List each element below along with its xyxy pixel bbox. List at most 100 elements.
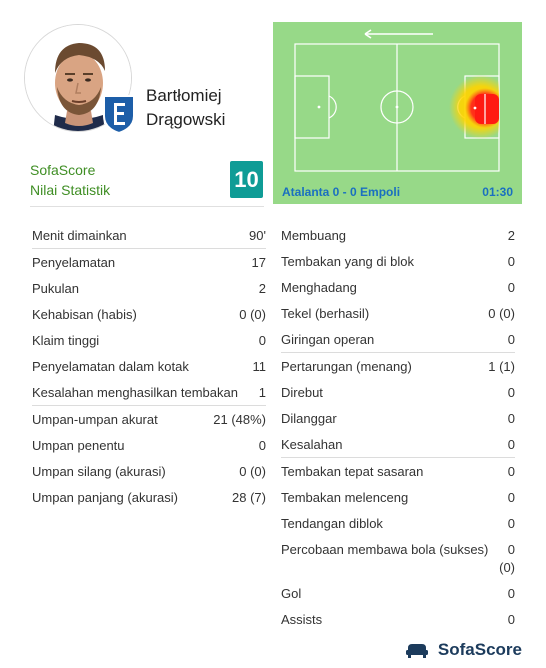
stat-label: Menghadang xyxy=(281,280,357,295)
stat-value: 0 xyxy=(507,385,515,400)
stat-value: 0 xyxy=(507,437,515,452)
stats-group-divider xyxy=(32,405,266,406)
match-time: 01:30 xyxy=(482,185,513,199)
heatmap-card[interactable]: Atalanta 0 - 0 Empoli 01:30 xyxy=(273,22,522,204)
stat-row: Tembakan tepat sasaran 0 xyxy=(281,458,515,484)
stat-value: 0 (0) xyxy=(239,307,266,322)
stat-value: 90' xyxy=(249,228,266,243)
stat-label: Tendangan diblok xyxy=(281,516,383,531)
stat-label: Gol xyxy=(281,586,302,601)
stat-value: 1 (1) xyxy=(488,359,515,374)
stat-label: Percobaan membawa bola (sukses) xyxy=(281,542,489,557)
stat-row: Tembakan melenceng 0 xyxy=(281,484,515,510)
stat-value: 0 xyxy=(507,464,515,479)
player-first-name: Bartłomiej xyxy=(146,86,222,105)
stats-column-left: Menit dimainkan 90' Penyelamatan 17 Pukulan 2… xyxy=(32,222,266,510)
stat-value: 0 xyxy=(507,490,515,505)
stats-group-divider xyxy=(281,352,515,353)
stat-row: Kesalahan 0 xyxy=(281,431,515,457)
stat-label: Umpan-umpan akurat xyxy=(32,412,158,427)
stat-row: Kesalahan menghasilkan tembakan 1 xyxy=(32,379,266,405)
stat-label: Tembakan melenceng xyxy=(281,490,409,505)
stat-row: Umpan panjang (akurasi) 28 (7) xyxy=(32,484,266,510)
stat-value: 0 xyxy=(507,280,515,295)
rating-source-brand: SofaScore xyxy=(30,162,96,178)
player-avatar[interactable] xyxy=(24,24,132,132)
stat-label: Dilanggar xyxy=(281,411,337,426)
stat-value: 28 (7) xyxy=(232,490,266,505)
match-score[interactable]: Atalanta 0 - 0 Empoli xyxy=(282,185,401,199)
stat-row: Klaim tinggi 0 xyxy=(32,327,266,353)
stat-value: 0 (0) xyxy=(239,464,266,479)
club-badge-icon xyxy=(103,95,135,134)
stat-value: 0 (0) xyxy=(488,306,515,321)
stat-row: Membuang 2 xyxy=(281,222,515,248)
stat-label: Pertarungan (menang) xyxy=(281,359,412,374)
stat-label: Kehabisan (habis) xyxy=(32,307,137,322)
stat-value: 0 xyxy=(507,586,515,601)
stat-label: Giringan operan xyxy=(281,332,375,347)
stat-row: Penyelamatan 17 xyxy=(32,249,266,275)
sofascore-logo-icon xyxy=(405,644,428,658)
stat-row: Percobaan membawa bola (sukses) 0 (0) xyxy=(281,536,515,580)
stat-row: Pukulan 2 xyxy=(32,275,266,301)
stat-row: Umpan penentu 0 xyxy=(32,432,266,458)
stat-row: Penyelamatan dalam kotak 11 xyxy=(32,353,266,379)
player-rating-badge: 10 xyxy=(230,161,263,198)
stat-value: 2 xyxy=(258,281,266,296)
stat-row: Dilanggar 0 xyxy=(281,405,515,431)
stat-row: Tembakan yang di blok 0 xyxy=(281,248,515,274)
stat-row: Kehabisan (habis) 0 (0) xyxy=(32,301,266,327)
stat-label: Kesalahan menghasilkan tembakan xyxy=(32,385,238,400)
stat-value: 0 xyxy=(258,333,266,348)
stat-row: Menghadang 0 xyxy=(281,274,515,300)
footer-brand[interactable]: SofaScore xyxy=(405,640,522,660)
stat-label: Umpan penentu xyxy=(32,438,125,453)
stat-label: Tembakan yang di blok xyxy=(281,254,414,269)
stat-label: Tembakan tepat sasaran xyxy=(281,464,424,479)
header-divider xyxy=(30,206,264,207)
player-name: Bartłomiej Drągowski xyxy=(146,84,266,132)
stats-group-divider xyxy=(32,248,266,249)
stat-row: Assists 0 xyxy=(281,606,515,632)
stat-row: Tekel (berhasil) 0 (0) xyxy=(281,300,515,326)
stats-column-right: Membuang 2 Tembakan yang di blok 0 Menghadan… xyxy=(281,222,515,632)
stat-row: Pertarungan (menang) 1 (1) xyxy=(281,353,515,379)
rating-source-label: Nilai Statistik xyxy=(30,182,111,198)
stat-row: Giringan operan 0 xyxy=(281,326,515,352)
stat-label: Kesalahan xyxy=(281,437,343,452)
stat-value: 2 xyxy=(507,228,515,243)
heatmap-pitch xyxy=(294,29,500,172)
stat-row: Gol 0 xyxy=(281,580,515,606)
stat-value: 0 (0) xyxy=(499,542,515,575)
stat-row: Tendangan diblok 0 xyxy=(281,510,515,536)
stat-label: Assists xyxy=(281,612,323,627)
stat-row: Direbut 0 xyxy=(281,379,515,405)
stat-value: 0 xyxy=(258,438,266,453)
heat-zone xyxy=(449,75,499,139)
footer-brand-text: SofaScore xyxy=(437,640,522,659)
stat-label: Menit dimainkan xyxy=(32,228,127,243)
stat-value: 0 xyxy=(507,516,515,531)
stat-label: Umpan panjang (akurasi) xyxy=(32,490,178,505)
stat-value: 0 xyxy=(507,254,515,269)
stat-label: Klaim tinggi xyxy=(32,333,100,348)
stat-row: Umpan-umpan akurat 21 (48%) xyxy=(32,406,266,432)
stats-group-divider xyxy=(281,457,515,458)
stat-label: Pukulan xyxy=(32,281,79,296)
stat-value: 0 xyxy=(507,332,515,347)
player-avatar-container xyxy=(24,24,135,134)
stat-label: Membuang xyxy=(281,228,347,243)
rating-source: SofaScore Nilai Statistik xyxy=(30,160,110,200)
stat-value: 0 xyxy=(507,612,515,627)
player-last-name: Drągowski xyxy=(146,110,226,129)
stat-value: 1 xyxy=(258,385,266,400)
stat-label: Penyelamatan xyxy=(32,255,116,270)
stat-label: Penyelamatan dalam kotak xyxy=(32,359,189,374)
arrow-left-icon xyxy=(364,29,433,39)
stat-value: 11 xyxy=(252,359,267,374)
stat-label: Direbut xyxy=(281,385,323,400)
stat-value: 17 xyxy=(251,255,266,270)
stat-label: Umpan silang (akurasi) xyxy=(32,464,166,479)
stat-row: Menit dimainkan 90' xyxy=(32,222,266,248)
